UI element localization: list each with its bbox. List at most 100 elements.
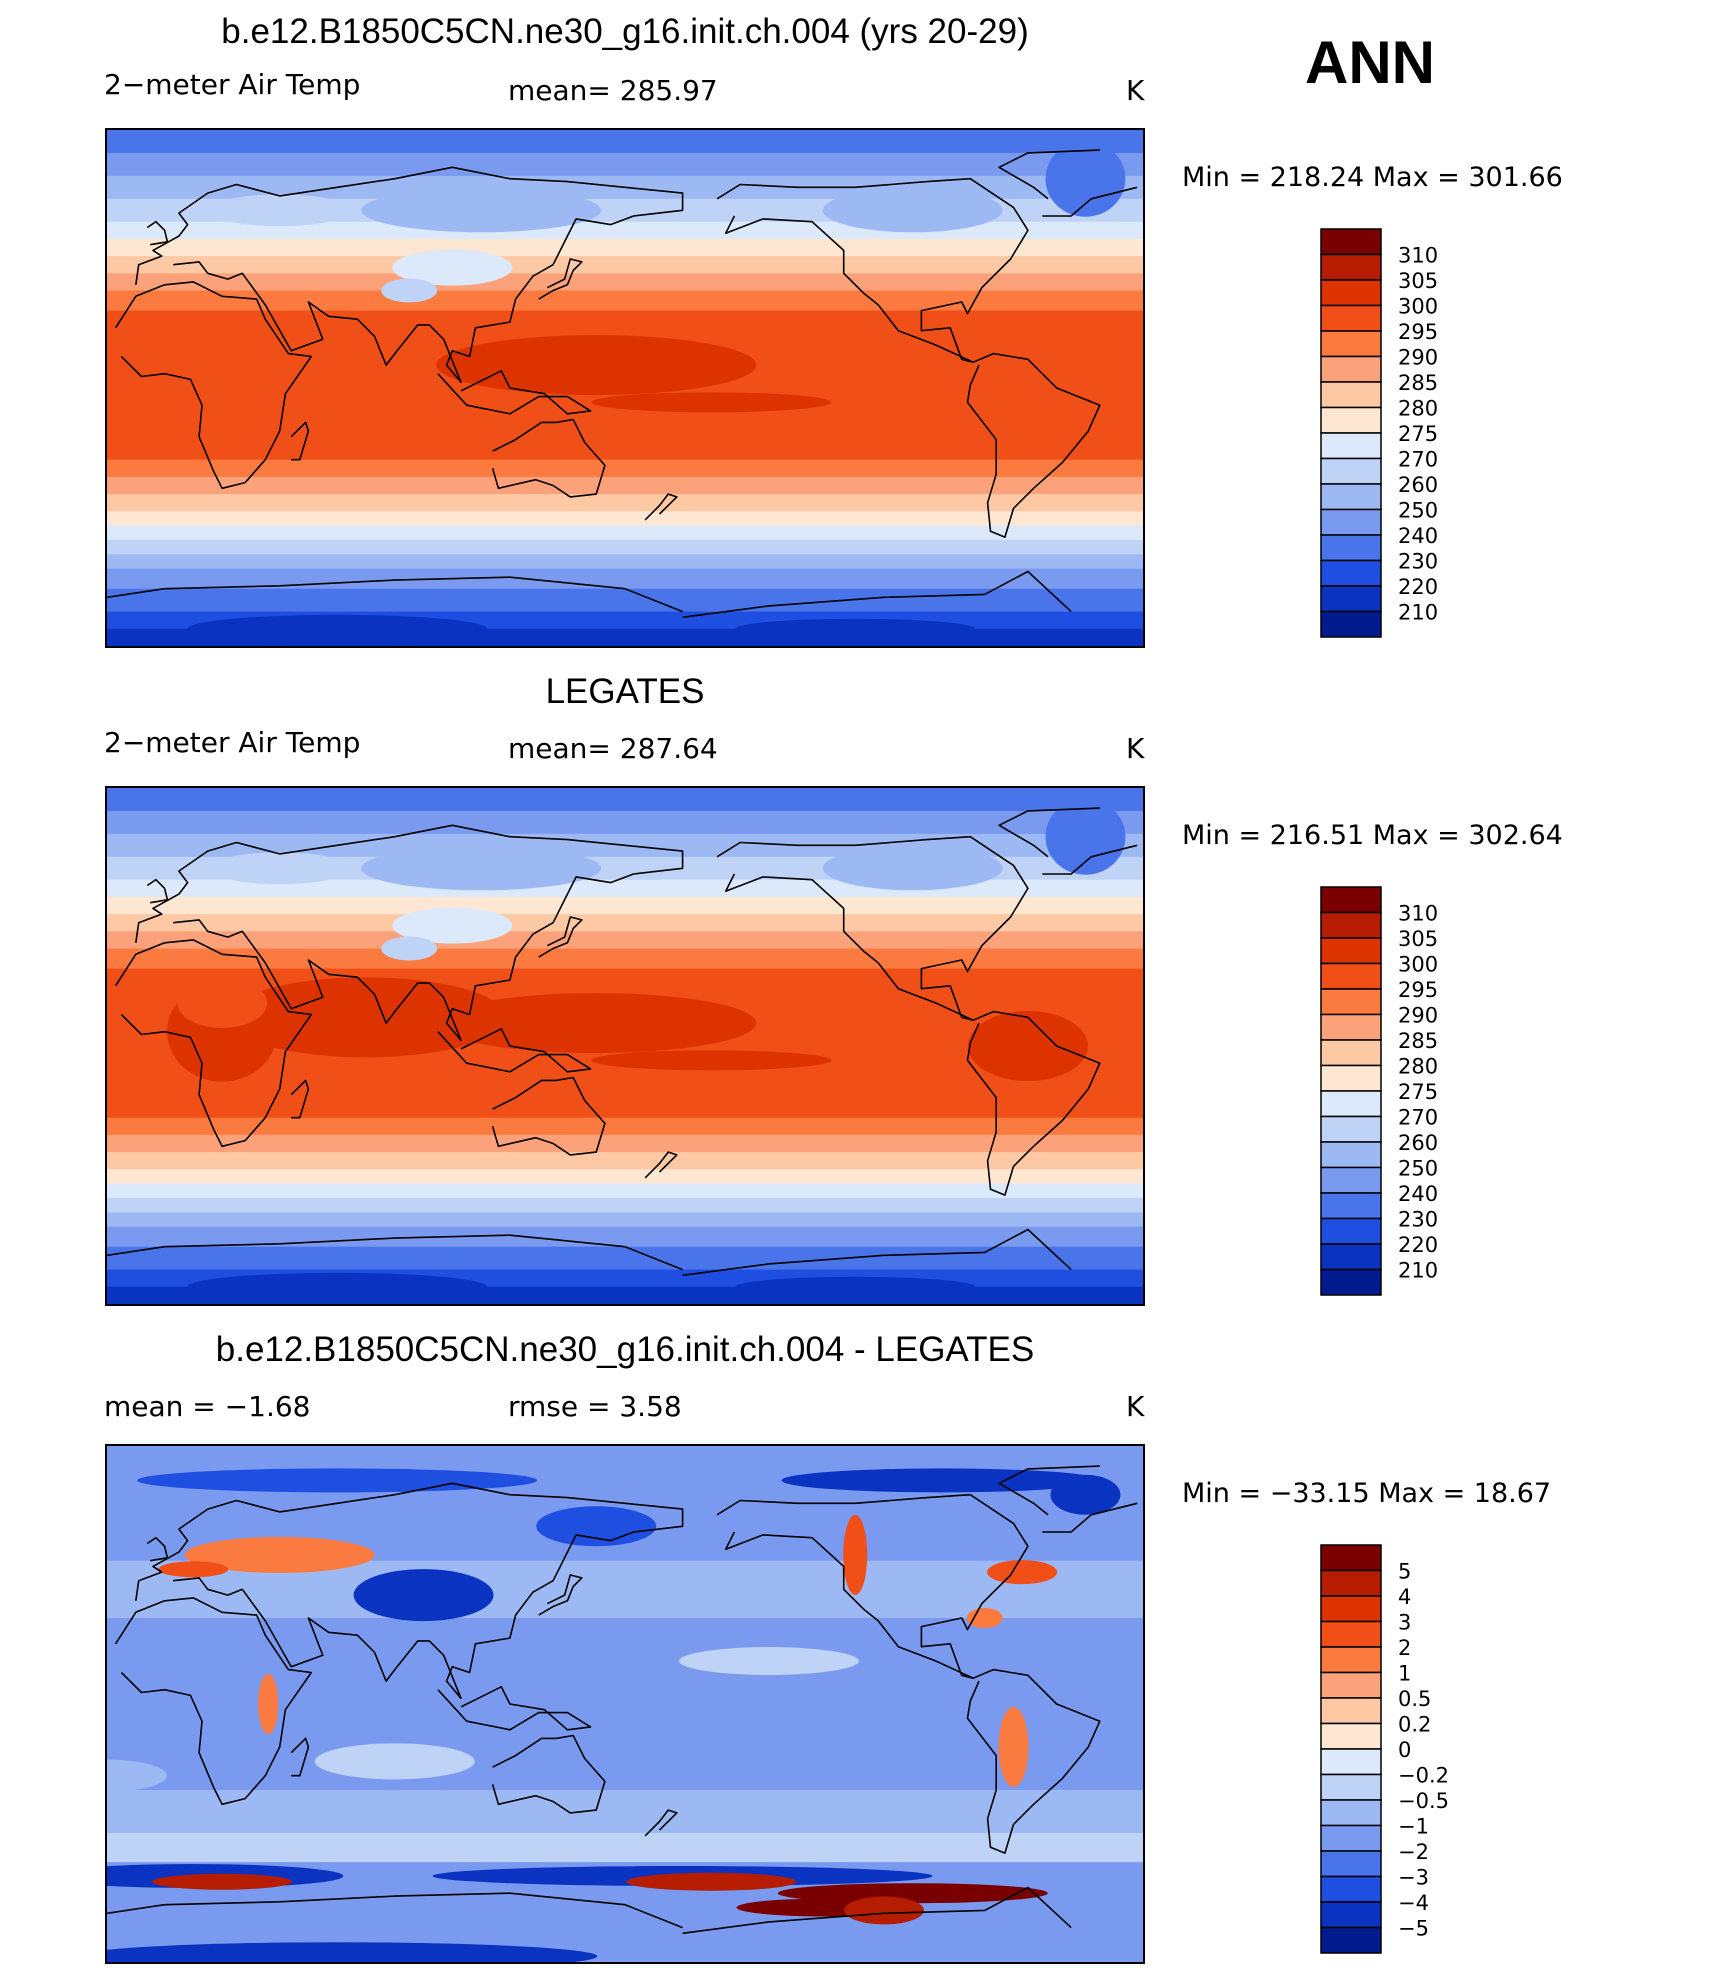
- colorbar-tick-label: 300: [1398, 295, 1438, 319]
- coastline-antarctica: [107, 1892, 683, 1929]
- contour-band: [107, 152, 1143, 177]
- colorbar-swatch: [1320, 1166, 1382, 1194]
- colorbar-tick-label: 290: [1398, 346, 1438, 370]
- contour-feature: [822, 188, 1003, 233]
- panel-units-diff: K: [1126, 1390, 1145, 1423]
- contour-band: [107, 554, 1143, 570]
- colorbar-swatch: [1320, 508, 1382, 536]
- colorbar-tick-label: 240: [1398, 1182, 1438, 1206]
- colorbar-swatch: [1320, 937, 1382, 965]
- colorbar-tick-label: 3: [1398, 1611, 1411, 1635]
- contour-feature: [258, 1674, 279, 1734]
- colorbar-swatch: [1320, 1901, 1382, 1929]
- panel-left-label-diff: mean = −1.68: [104, 1390, 311, 1423]
- contour-feature: [591, 1050, 832, 1071]
- colorbar-swatch: [1320, 988, 1382, 1016]
- colorbar-tick-label: 2: [1398, 1636, 1411, 1660]
- contour-band: [107, 568, 1143, 590]
- colorbar-swatch: [1320, 1646, 1382, 1674]
- colorbar-swatch: [1320, 911, 1382, 939]
- contour-feature: [184, 1536, 375, 1573]
- contour-feature: [436, 993, 757, 1054]
- contour-band: [107, 130, 1143, 154]
- colorbar-swatch: [1320, 1569, 1382, 1597]
- colorbar-tick-label: 0.2: [1398, 1713, 1431, 1737]
- colorbar-model-svg: 3103053002952902852802752702602502402302…: [1320, 228, 1438, 638]
- coastline-greenland: [1042, 844, 1138, 875]
- contour-feature: [781, 1468, 1102, 1493]
- contour-feature: [591, 392, 832, 413]
- coastline-antarctica: [682, 570, 1072, 619]
- colorbar-swatch: [1320, 1824, 1382, 1852]
- contour-band: [107, 525, 1143, 541]
- contour-band: [107, 788, 1143, 812]
- contour-band: [107, 1246, 1143, 1271]
- colorbar-model: 310 305 300 295 290 285 280 275 270 260 250 240 230 2…: [1320, 228, 1460, 643]
- contour-feature: [314, 1743, 475, 1780]
- coastline-indonesia: [437, 1028, 592, 1073]
- colorbar-tick-label: −4: [1398, 1891, 1429, 1915]
- minmax-diff: Min = −33.15 Max = 18.67: [1182, 1478, 1552, 1509]
- colorbar-diff: 5 4 3 2 1 0.5 0.2 0 −0.2 −0.5 −1 −2 −3 −4 −5: [1320, 1544, 1460, 1959]
- colorbar-swatch: [1320, 1141, 1382, 1169]
- coastline-nz: [644, 1809, 678, 1837]
- contour-band: [107, 1169, 1143, 1185]
- contour-band: [107, 1226, 1143, 1248]
- colorbar-swatch: [1320, 1850, 1382, 1878]
- colorbar-swatch: [1320, 330, 1382, 358]
- contour-feature: [536, 1506, 657, 1547]
- coastline-japan: [538, 1574, 583, 1616]
- colorbar-swatch: [1320, 585, 1382, 613]
- colorbar-tick-label: 285: [1398, 1029, 1438, 1053]
- contour-feature: [361, 846, 602, 891]
- coastline-antarctica: [107, 576, 683, 613]
- colorbar-swatch: [1320, 1748, 1382, 1776]
- minmax-model: Min = 218.24 Max = 301.66: [1182, 162, 1563, 193]
- coastline-uk: [146, 878, 169, 904]
- contour-feature: [966, 1608, 1003, 1628]
- coastline-greenland: [1042, 186, 1138, 217]
- coastline-antarctica: [107, 1234, 683, 1271]
- contour-band: [107, 948, 1143, 970]
- coastline-uk: [146, 1536, 169, 1562]
- colorbar-swatch: [1320, 534, 1382, 562]
- map-diff: [105, 1444, 1145, 1964]
- contour-feature: [209, 852, 350, 885]
- colorbar-tick-label: 5: [1398, 1560, 1411, 1584]
- colorbar-tick-label: 260: [1398, 473, 1438, 497]
- colorbar-tick-label: 310: [1398, 244, 1438, 268]
- contour-feature: [381, 936, 438, 961]
- coastline-samerica: [966, 1010, 1101, 1196]
- coastline-greenland: [998, 149, 1100, 200]
- colorbar-swatch: [1320, 483, 1382, 511]
- panel-center-label-obs: mean= 287.64: [508, 732, 718, 765]
- coastline-antarctica: [682, 1886, 1072, 1935]
- colorbar-swatch: [1320, 304, 1382, 332]
- colorbar-swatch: [1320, 1115, 1382, 1143]
- coastline-greenland: [998, 807, 1100, 858]
- colorbar-tick-label: 275: [1398, 422, 1438, 446]
- coastline-japan: [538, 916, 583, 958]
- colorbar-tick-label: 260: [1398, 1131, 1438, 1155]
- map-diff-svg: [107, 1446, 1143, 1962]
- contour-band: [107, 494, 1143, 512]
- contour-feature: [735, 618, 976, 639]
- colorbar-swatch: [1320, 1064, 1382, 1092]
- colorbar-swatch: [1320, 1799, 1382, 1827]
- coastline-antarctica: [682, 1228, 1072, 1277]
- colorbar-tick-label: 210: [1398, 1259, 1438, 1283]
- coastline-indonesia: [437, 370, 592, 415]
- contour-feature: [777, 1883, 1048, 1904]
- colorbar-swatch: [1320, 962, 1382, 990]
- contour-band: [107, 476, 1143, 495]
- colorbar-swatch: [1320, 253, 1382, 281]
- contour-feature: [353, 1569, 494, 1622]
- contour-band: [107, 290, 1143, 312]
- contour-band: [107, 810, 1143, 835]
- contour-band: [107, 1134, 1143, 1153]
- contour-feature: [392, 907, 513, 944]
- colorbar-tick-label: 295: [1398, 320, 1438, 344]
- colorbar-tick-label: 230: [1398, 1208, 1438, 1232]
- panel-units-model: K: [1126, 74, 1145, 107]
